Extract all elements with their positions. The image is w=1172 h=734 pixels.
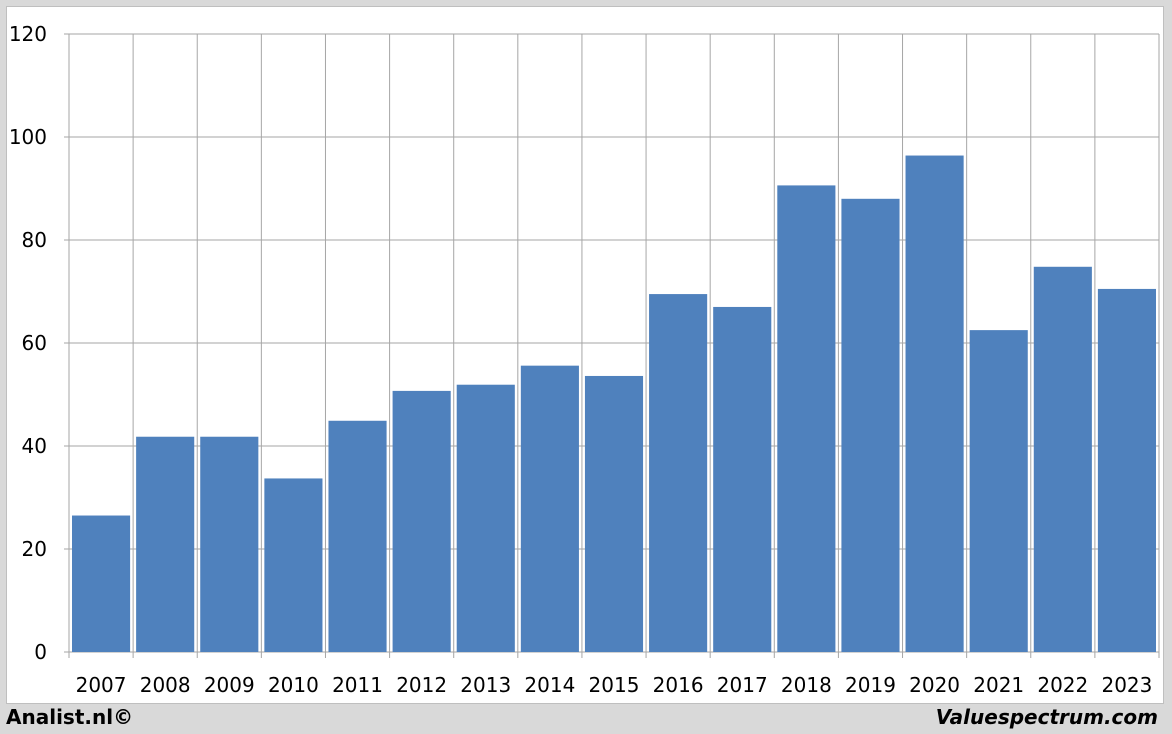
x-tick-label: 2015: [589, 673, 640, 697]
x-tick-label: 2018: [781, 673, 832, 697]
bar-2012: [392, 390, 451, 652]
x-tick-label: 2016: [653, 673, 704, 697]
x-tick-label: 2021: [973, 673, 1024, 697]
x-tick-label: 2009: [204, 673, 255, 697]
bar-2016: [649, 294, 708, 652]
bar-2018: [777, 185, 836, 652]
y-tick-label: 0: [34, 640, 47, 664]
bar-2023: [1097, 288, 1156, 652]
x-tick-label: 2019: [845, 673, 896, 697]
bar-2020: [905, 155, 964, 653]
x-tick-label: 2011: [332, 673, 383, 697]
y-tick-label: 20: [22, 537, 47, 561]
x-tick-label: 2022: [1037, 673, 1088, 697]
x-tick-label: 2020: [909, 673, 960, 697]
x-tick-label: 2023: [1101, 673, 1152, 697]
bar-2022: [1033, 266, 1092, 652]
bar-2015: [584, 375, 644, 652]
bar-2014: [520, 365, 579, 652]
bar-2007: [72, 515, 131, 652]
x-tick-label: 2013: [460, 673, 511, 697]
bar-2009: [200, 436, 259, 652]
bar-2019: [841, 198, 900, 653]
x-tick-label: 2010: [268, 673, 319, 697]
x-tick-label: 2012: [396, 673, 447, 697]
x-tick-label: 2014: [524, 673, 575, 697]
y-tick-label: 120: [9, 22, 47, 46]
analist-credit: Analist.nl©: [6, 705, 134, 729]
x-tick-label: 2007: [76, 673, 127, 697]
bar-2021: [969, 330, 1028, 652]
bar-2008: [136, 436, 195, 652]
bar-chart: 0 20 40 60 80 100 120 2007 2008 2009 2010 2011 2012 2…: [9, 22, 1160, 697]
bar-2011: [328, 420, 387, 652]
bar-2017: [713, 306, 772, 652]
valuespectrum-credit: Valuespectrum.com: [935, 705, 1158, 729]
bar-2013: [456, 384, 515, 652]
chart-frame: 0 20 40 60 80 100 120 2007 2008 2009 2010 2011 2012 2…: [6, 6, 1164, 704]
y-tick-label: 40: [22, 434, 47, 458]
x-tick-label: 2017: [717, 673, 768, 697]
bar-2010: [264, 478, 323, 652]
x-tick-label: 2008: [140, 673, 191, 697]
y-tick-label: 60: [22, 331, 47, 355]
y-tick-label: 80: [22, 228, 47, 252]
y-tick-label: 100: [9, 125, 47, 149]
